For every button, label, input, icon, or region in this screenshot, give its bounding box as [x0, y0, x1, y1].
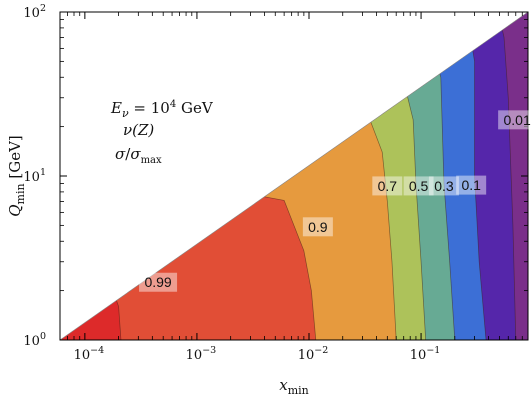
x-tick-label-3: 10−1	[410, 345, 441, 363]
level-label-box-4	[428, 176, 459, 196]
level-label-box-3	[403, 176, 434, 196]
y-tick-label-2: 102	[23, 3, 46, 21]
annotation-line-1: ν(Z)	[123, 121, 154, 139]
level-label-2: 0.7	[378, 178, 398, 194]
level-label-1: 0.9	[308, 219, 328, 235]
level-label-3: 0.5	[409, 178, 429, 194]
level-label-box-1	[302, 217, 333, 237]
kinematic-boundary-line	[59, 11, 529, 341]
contour-level-labels: 0.99 0.9 0.7 0.5 0.3 0.1 0.01	[139, 110, 532, 292]
level-label-box-2	[372, 176, 403, 196]
x-tick-label-2: 10−2	[298, 345, 329, 363]
level-label-5: 0.1	[461, 177, 481, 193]
level-label-box-5	[456, 175, 487, 195]
axis-ticks: 10−4 10−3 10−2 10−1 100 101 102	[23, 3, 529, 363]
y-axis-label: Qmin [GeV]	[6, 135, 27, 217]
level-label-0: 0.99	[144, 274, 171, 290]
x-tick-label-0: 10−4	[74, 345, 105, 363]
x-axis-label: xmin	[279, 376, 309, 397]
level-label-4: 0.3	[434, 178, 454, 194]
level-label-box-0	[139, 272, 178, 292]
level-label-6: 0.01	[504, 112, 531, 128]
level-label-box-6	[498, 110, 532, 130]
y-tick-label-0: 100	[23, 331, 46, 349]
y-tick-label-1: 101	[23, 167, 46, 185]
annotation-line-0: Eν = 104 GeV	[110, 99, 214, 120]
x-tick-label-1: 10−3	[186, 345, 217, 363]
annotation-line-2: σ/σmax	[115, 145, 162, 166]
